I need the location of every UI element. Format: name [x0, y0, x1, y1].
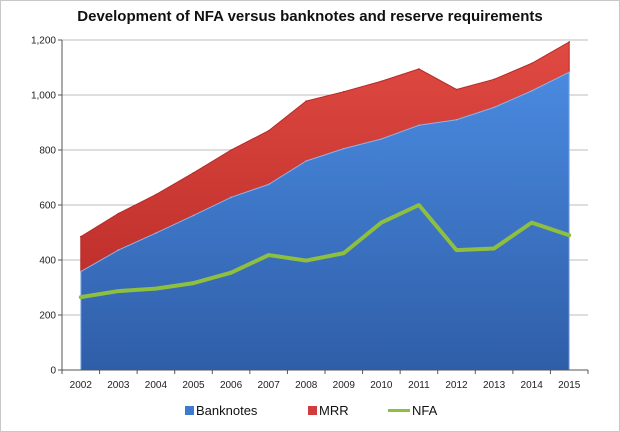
y-tick-label: 0 [50, 366, 56, 377]
nfa-point [154, 287, 158, 291]
line-nfa [78, 203, 572, 300]
legend-swatch-nfa [388, 409, 410, 412]
area-series [79, 41, 571, 371]
mrr-point [155, 193, 157, 196]
legend-item-nfa: NFA [388, 403, 437, 418]
banknotes-point [380, 138, 383, 140]
nfa-point [229, 271, 233, 275]
nfa-point [192, 281, 195, 285]
banknotes-point [267, 183, 270, 186]
mrr-point [305, 100, 308, 102]
x-tick-label: 2003 [107, 380, 130, 391]
y-tick-label: 400 [39, 256, 56, 267]
legend-item-mrr: MRR [308, 403, 349, 418]
banknotes-point [305, 160, 308, 162]
nfa-point [116, 289, 120, 293]
banknotes-point [493, 106, 495, 109]
nfa-point [267, 253, 271, 257]
nfa-point [455, 248, 458, 252]
x-tick-label: 2005 [182, 380, 205, 391]
x-tick-label: 2007 [258, 380, 281, 391]
mrr-point [267, 129, 270, 132]
legend-swatch-mrr [308, 406, 317, 415]
legend-label-banknotes: Banknotes [196, 403, 258, 418]
mrr-point [79, 235, 82, 238]
nfa-point [417, 203, 421, 207]
x-tick-label: 2002 [70, 380, 93, 391]
nfa-point [530, 221, 534, 225]
banknotes-point [418, 124, 420, 127]
banknotes-point [230, 196, 232, 199]
mrr-point [568, 41, 571, 43]
legend-label-nfa: NFA [412, 403, 438, 418]
nfa-point [342, 251, 346, 255]
y-tick-label: 200 [39, 311, 56, 322]
x-tick-label: 2013 [483, 380, 506, 391]
banknotes-point [117, 249, 120, 251]
banknotes-point [342, 147, 345, 150]
x-tick-label: 2004 [145, 380, 168, 391]
x-tick-label: 2014 [521, 380, 544, 391]
mrr-point [530, 62, 533, 65]
nfa-point [79, 295, 83, 299]
legend-item-banknotes: Banknotes [185, 403, 257, 418]
legend: Banknotes MRR NFA [0, 403, 620, 423]
axes: 0 200 400 600 800 1,000 1,200 2002 2003 2004 2005 2… [31, 36, 589, 391]
y-tick-label: 1,000 [31, 91, 56, 102]
banknotes-point [79, 270, 82, 273]
y-tick-label: 600 [39, 201, 56, 212]
nfa-point [304, 259, 308, 263]
banknotes-point [530, 90, 533, 92]
legend-label-mrr: MRR [319, 403, 349, 418]
mrr-point [342, 90, 345, 93]
y-tick-label: 800 [39, 146, 56, 157]
x-tick-label: 2011 [408, 380, 430, 391]
legend-swatch-banknotes [185, 406, 194, 415]
line-series [78, 203, 572, 300]
banknotes-point [455, 118, 458, 121]
mrr-point [418, 68, 420, 70]
mrr-point [117, 212, 120, 215]
chart-title: Development of NFA versus banknotes and … [77, 8, 543, 25]
x-tick-label: 2010 [370, 380, 393, 391]
nfa-point [567, 233, 571, 237]
y-tick-label: 1,200 [31, 36, 56, 47]
banknotes-point [568, 71, 571, 73]
x-tick-label: 2012 [445, 380, 468, 391]
nfa-point [492, 246, 496, 250]
nfa-point [379, 221, 383, 225]
x-tick-label: 2009 [333, 380, 356, 391]
x-tick-label: 2006 [220, 380, 243, 391]
mrr-point [230, 149, 232, 151]
x-tick-label: 2008 [295, 380, 318, 391]
x-tick-label: 2015 [558, 380, 581, 391]
mrr-point [455, 88, 458, 91]
banknotes-point [192, 214, 195, 217]
mrr-point [380, 80, 383, 83]
banknotes-point [155, 232, 157, 234]
mrr-point [192, 172, 195, 174]
mrr-point [493, 78, 495, 81]
